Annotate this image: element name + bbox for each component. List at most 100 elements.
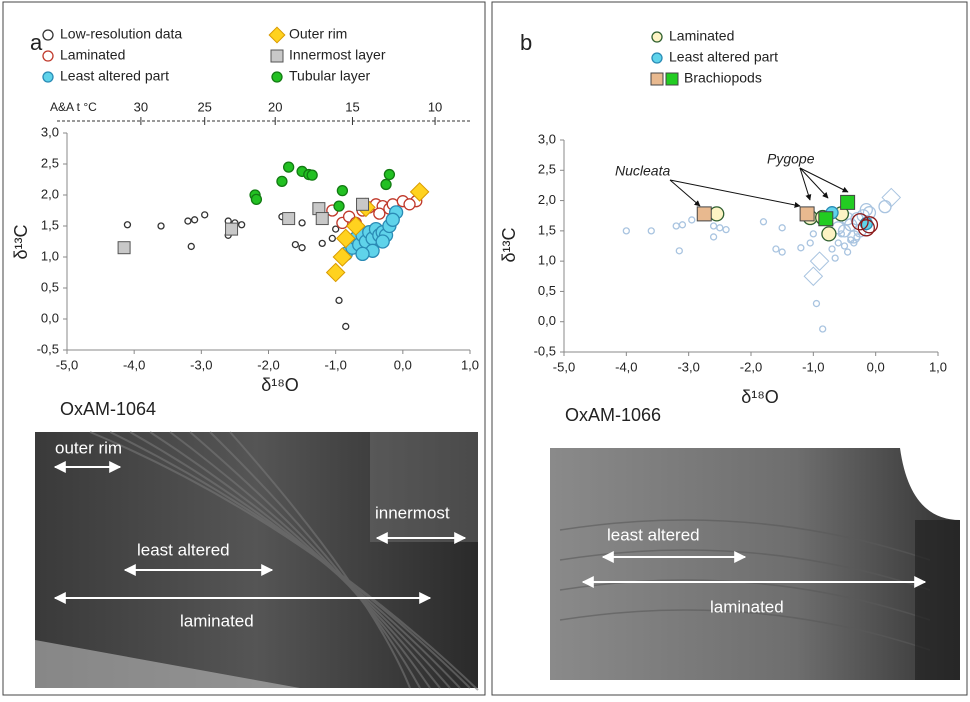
y-tick-label: 1,0 bbox=[538, 253, 556, 268]
data-point bbox=[292, 242, 298, 248]
y-tick-label: 0,5 bbox=[538, 283, 556, 298]
data-point bbox=[673, 223, 679, 229]
data-point bbox=[623, 228, 629, 234]
x-tick-label: -1,0 bbox=[324, 357, 346, 372]
annotation: Nucleata bbox=[615, 163, 670, 179]
data-point bbox=[822, 227, 836, 241]
data-point bbox=[697, 207, 711, 221]
x-tick-label: -4,0 bbox=[615, 359, 637, 374]
y-tick-label: 2,5 bbox=[538, 162, 556, 177]
data-point bbox=[717, 225, 723, 231]
y-tick-label: -0,5 bbox=[37, 341, 59, 356]
data-point bbox=[202, 212, 208, 218]
data-point bbox=[819, 212, 833, 226]
top-tick-label: 20 bbox=[268, 99, 282, 114]
top-axis-label: A&A t °C bbox=[50, 100, 97, 114]
x-tick-label: -5,0 bbox=[56, 357, 78, 372]
panel-label: a bbox=[30, 30, 43, 55]
legend-label: Laminated bbox=[60, 47, 125, 63]
data-point bbox=[810, 231, 816, 237]
data-point bbox=[374, 208, 385, 219]
data-point bbox=[284, 162, 294, 172]
y-tick-label: 2,5 bbox=[41, 155, 59, 170]
legend-marker bbox=[271, 50, 283, 62]
data-point bbox=[829, 246, 835, 252]
top-tick-label: 10 bbox=[428, 99, 442, 114]
panel-label: b bbox=[520, 30, 532, 55]
data-point bbox=[192, 217, 198, 223]
legend-marker bbox=[652, 53, 662, 63]
photo-label: least altered bbox=[607, 525, 700, 544]
data-point bbox=[779, 249, 785, 255]
data-point bbox=[841, 195, 855, 209]
data-point bbox=[337, 186, 347, 196]
data-point bbox=[845, 249, 851, 255]
annotation: Pygope bbox=[767, 151, 815, 167]
data-point bbox=[343, 323, 349, 329]
data-point bbox=[226, 223, 238, 235]
legend-marker bbox=[269, 27, 285, 43]
data-point bbox=[773, 246, 779, 252]
data-point bbox=[879, 201, 891, 213]
legend-marker bbox=[43, 51, 53, 61]
y-tick-label: 3,0 bbox=[41, 124, 59, 139]
y-tick-label: 2,0 bbox=[41, 186, 59, 201]
x-axis-label: δ¹⁸O bbox=[261, 375, 299, 395]
data-point bbox=[333, 226, 339, 232]
data-point bbox=[239, 222, 245, 228]
legend-label: Least altered part bbox=[60, 68, 169, 84]
data-point bbox=[710, 207, 724, 221]
sample-name: OxAM-1064 bbox=[60, 399, 156, 419]
y-tick-label: 1,0 bbox=[41, 248, 59, 263]
x-tick-label: 0,0 bbox=[867, 359, 885, 374]
photo-label: laminated bbox=[180, 611, 254, 630]
y-tick-label: 0,0 bbox=[41, 310, 59, 325]
photo-label: laminated bbox=[710, 597, 784, 616]
data-point bbox=[798, 245, 804, 251]
data-point bbox=[689, 217, 695, 223]
legend-label: Laminated bbox=[669, 28, 734, 44]
x-axis-label: δ¹⁸O bbox=[741, 387, 779, 407]
x-tick-label: -2,0 bbox=[740, 359, 762, 374]
legend-label: Innermost layer bbox=[289, 47, 386, 63]
y-tick-label: 0,0 bbox=[538, 313, 556, 328]
data-point bbox=[356, 247, 369, 260]
legend-label: Tubular layer bbox=[289, 68, 371, 84]
data-point bbox=[357, 198, 369, 210]
y-tick-label: 1,5 bbox=[41, 217, 59, 232]
top-tick-label: 30 bbox=[134, 99, 148, 114]
data-point bbox=[842, 243, 848, 249]
legend-marker bbox=[652, 32, 662, 42]
data-point bbox=[711, 234, 717, 240]
data-point bbox=[404, 199, 415, 210]
photo-label: innermost bbox=[375, 503, 450, 522]
annotation-arrows bbox=[670, 168, 848, 206]
data-point bbox=[882, 188, 900, 206]
data-point bbox=[251, 194, 261, 204]
data-point bbox=[779, 225, 785, 231]
data-point bbox=[336, 297, 342, 303]
top-tick-label: 25 bbox=[197, 99, 211, 114]
y-axis-label: δ¹³C bbox=[499, 227, 519, 262]
data-point bbox=[185, 218, 191, 224]
x-tick-label: 1,0 bbox=[929, 359, 947, 374]
data-point bbox=[283, 213, 295, 225]
data-point bbox=[648, 228, 654, 234]
data-point bbox=[376, 235, 389, 248]
y-tick-label: 1,5 bbox=[538, 222, 556, 237]
data-point bbox=[319, 240, 325, 246]
data-point bbox=[299, 220, 305, 226]
data-point bbox=[381, 179, 391, 189]
data-point bbox=[299, 245, 305, 251]
legend-marker bbox=[43, 30, 53, 40]
x-tick-label: -4,0 bbox=[123, 357, 145, 372]
data-point bbox=[711, 223, 717, 229]
x-tick-label: -5,0 bbox=[553, 359, 575, 374]
data-point bbox=[334, 201, 344, 211]
legend-label: Least altered part bbox=[669, 49, 778, 65]
legend-marker bbox=[43, 72, 53, 82]
data-point bbox=[760, 219, 766, 225]
photo bbox=[35, 432, 478, 690]
legend-marker bbox=[272, 72, 282, 82]
data-point bbox=[307, 170, 317, 180]
